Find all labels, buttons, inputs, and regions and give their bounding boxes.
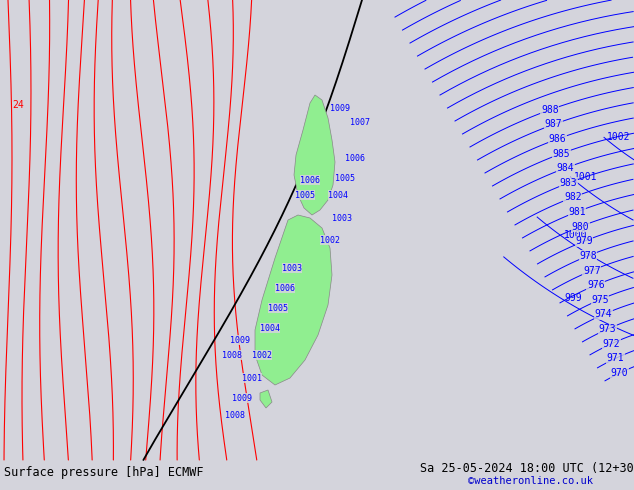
Text: 975: 975	[591, 294, 609, 305]
Text: 999: 999	[564, 294, 582, 303]
Text: ©weatheronline.co.uk: ©weatheronline.co.uk	[468, 476, 593, 486]
Text: 986: 986	[548, 134, 566, 144]
Text: Surface pressure [hPa] ECMWF: Surface pressure [hPa] ECMWF	[4, 466, 204, 479]
Text: 976: 976	[587, 280, 605, 290]
Text: 1005: 1005	[295, 191, 315, 199]
Text: 1009: 1009	[230, 336, 250, 344]
Polygon shape	[294, 95, 335, 215]
Text: 1008: 1008	[225, 411, 245, 419]
Text: 1002: 1002	[320, 236, 340, 245]
Text: 979: 979	[575, 236, 593, 246]
Text: 1000: 1000	[564, 230, 587, 241]
Text: 24: 24	[12, 100, 23, 110]
Text: 983: 983	[560, 178, 578, 188]
Text: 1003: 1003	[282, 264, 302, 272]
Text: 1004: 1004	[260, 323, 280, 333]
Polygon shape	[260, 390, 272, 408]
Text: 971: 971	[607, 353, 624, 364]
Text: 1006: 1006	[275, 284, 295, 293]
Text: 978: 978	[579, 251, 597, 261]
Text: 1003: 1003	[332, 214, 352, 222]
Bar	[0, 461, 634, 490]
Text: 985: 985	[553, 148, 570, 159]
Text: 982: 982	[564, 193, 581, 202]
Text: 1008: 1008	[222, 350, 242, 360]
Text: 984: 984	[557, 163, 574, 173]
Text: 974: 974	[595, 309, 612, 319]
Text: 1001: 1001	[242, 373, 262, 383]
Text: 1005: 1005	[335, 173, 355, 182]
Text: 988: 988	[541, 105, 559, 115]
Text: 970: 970	[611, 368, 628, 378]
Text: 1005: 1005	[268, 303, 288, 313]
Text: 1006: 1006	[300, 175, 320, 185]
Text: 1001: 1001	[574, 172, 597, 182]
Text: 973: 973	[598, 324, 616, 334]
Text: 987: 987	[545, 120, 562, 129]
Text: 1006: 1006	[345, 153, 365, 163]
Text: 1007: 1007	[350, 118, 370, 126]
Text: 980: 980	[572, 221, 589, 232]
Text: 1009: 1009	[232, 393, 252, 402]
Text: 1002: 1002	[607, 132, 631, 143]
Text: 977: 977	[583, 266, 600, 275]
Text: 972: 972	[603, 339, 621, 349]
Polygon shape	[255, 215, 332, 385]
Text: 1009: 1009	[330, 103, 350, 113]
Text: 981: 981	[568, 207, 586, 217]
Text: 1002: 1002	[252, 350, 272, 360]
Text: 1004: 1004	[328, 191, 348, 199]
Text: Sa 25-05-2024 18:00 UTC (12+30): Sa 25-05-2024 18:00 UTC (12+30)	[420, 462, 634, 474]
